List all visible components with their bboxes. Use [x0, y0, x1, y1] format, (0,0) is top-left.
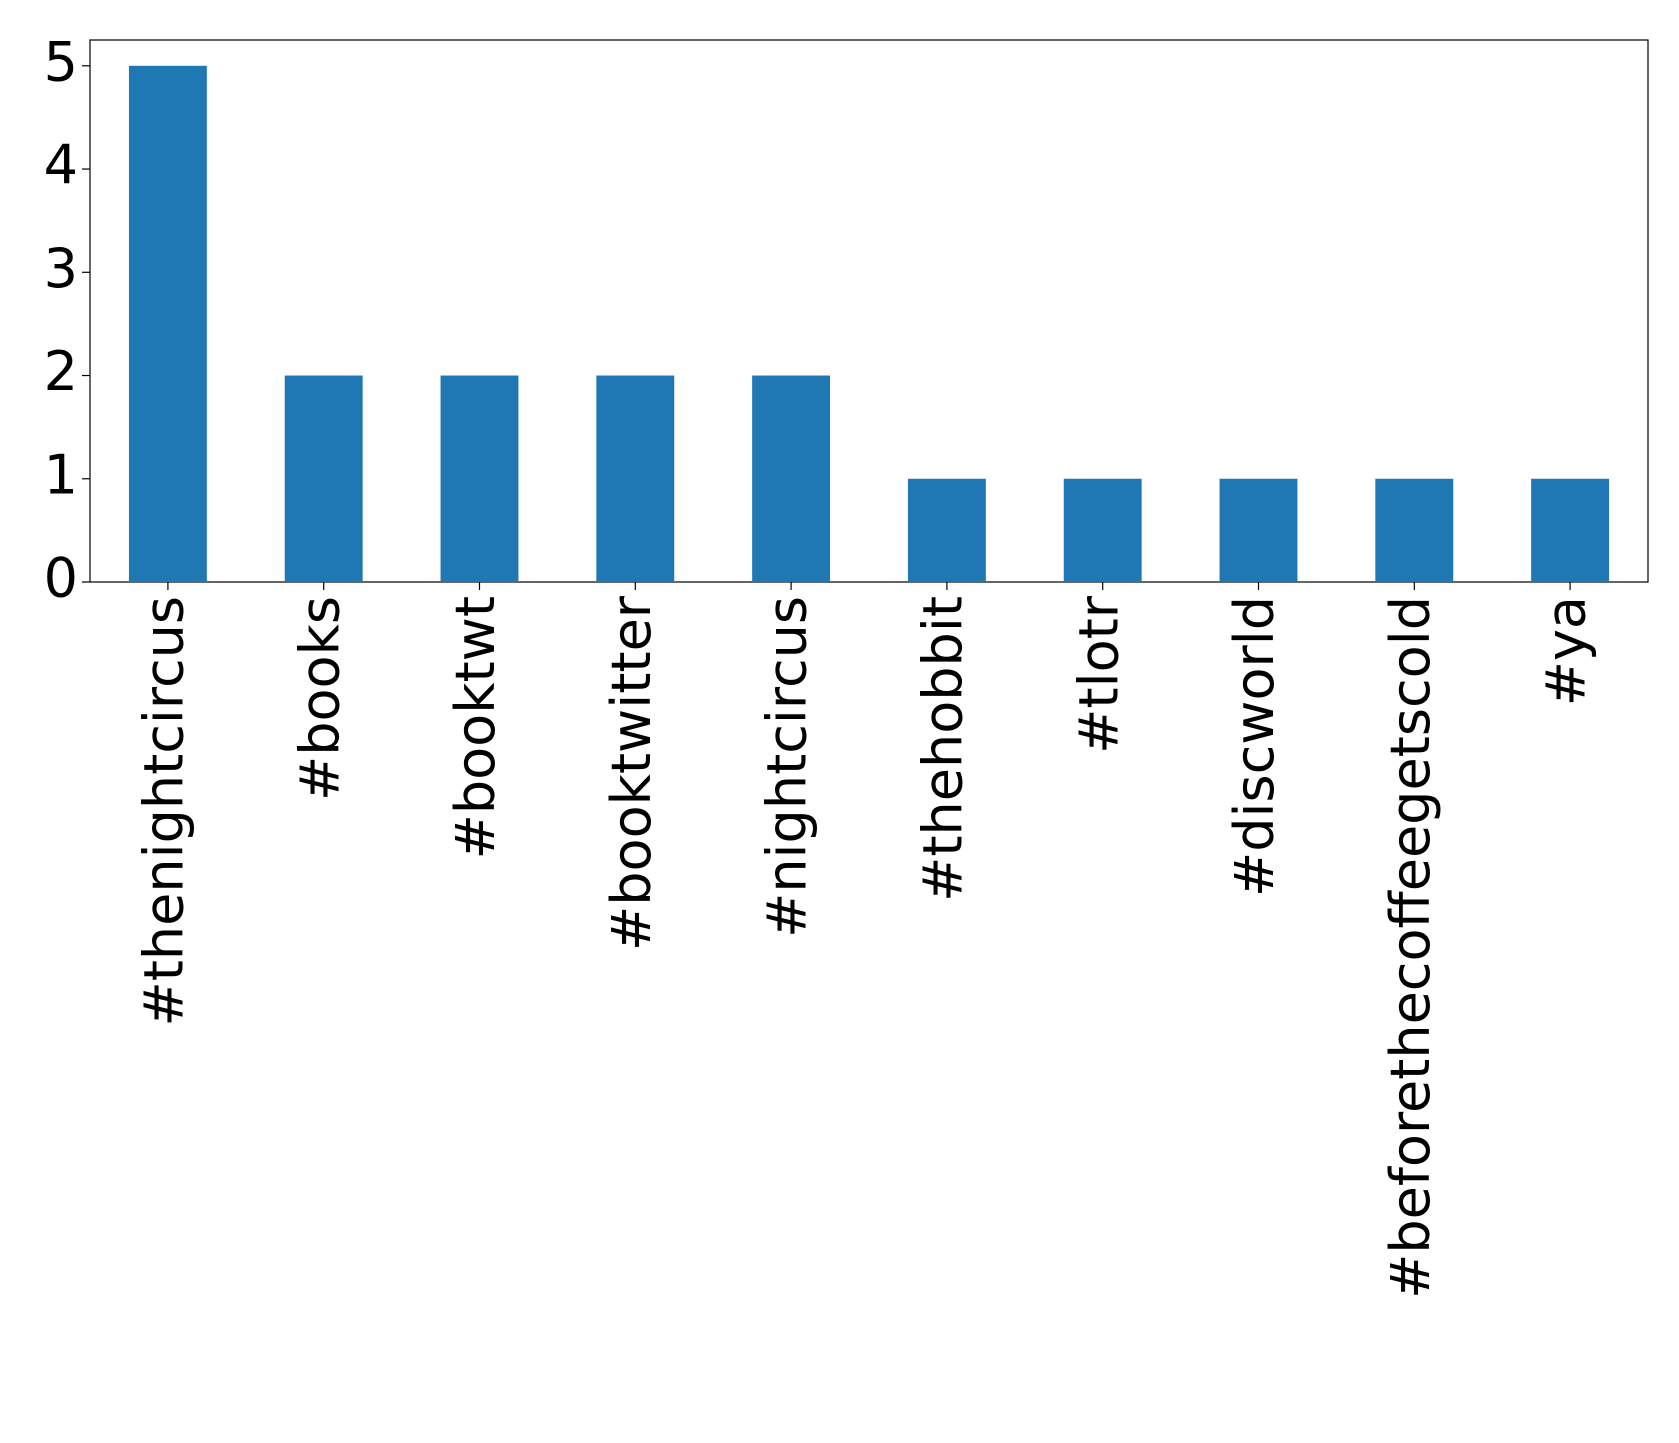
x-tick-label: #thehobbit [912, 596, 975, 902]
x-tick-label: #books [288, 596, 351, 801]
x-tick-label: #ya [1535, 596, 1598, 706]
y-tick-label: 1 [44, 443, 78, 506]
x-tick-label: #booktwitter [600, 595, 663, 951]
bar [1063, 478, 1142, 582]
bar [284, 375, 363, 582]
bar [907, 478, 986, 582]
y-tick-label: 3 [44, 237, 78, 300]
y-tick-label: 2 [44, 340, 78, 403]
x-tick-label: #thenightcircus [133, 596, 196, 1027]
bar [596, 375, 675, 582]
plot-frame [89, 39, 1649, 583]
bar [752, 375, 831, 582]
x-tick-label: #beforethecoffeegetscold [1379, 596, 1442, 1299]
bar [128, 65, 207, 583]
y-tick-label: 0 [44, 547, 78, 610]
x-tick-label: #nightcircus [756, 596, 819, 938]
y-tick-label: 4 [44, 134, 78, 197]
bar [1531, 478, 1610, 582]
bar [1219, 478, 1298, 582]
x-tick-label: #booktwt [444, 596, 507, 859]
bar [1375, 478, 1454, 582]
x-tick-label: #discworld [1223, 596, 1286, 897]
y-tick-label: 5 [44, 30, 78, 93]
x-tick-label: #tlotr [1067, 595, 1130, 754]
bar [440, 375, 519, 582]
